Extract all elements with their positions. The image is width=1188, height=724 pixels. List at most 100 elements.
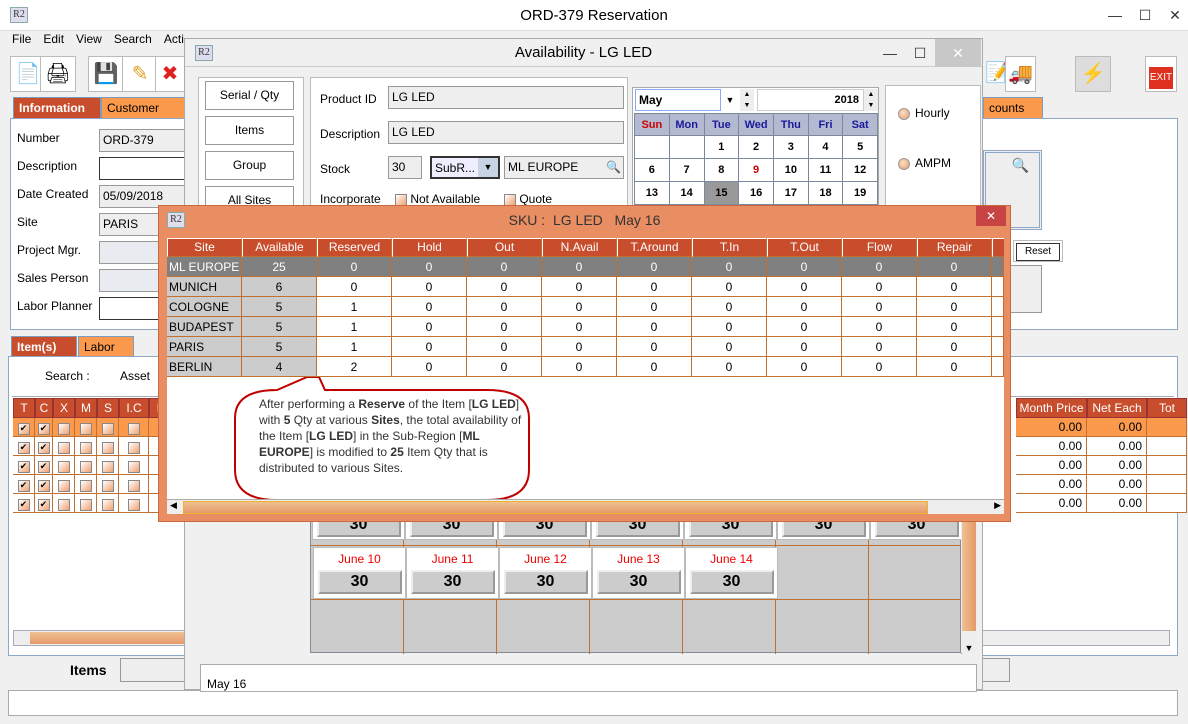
calendar-day[interactable]: 5	[842, 135, 878, 159]
delete-x-icon[interactable]: ✖	[155, 56, 185, 92]
calendar-day[interactable]: 12	[842, 158, 878, 182]
scroll-left-icon[interactable]: ◀	[170, 500, 177, 510]
truck-icon[interactable]: 🚚	[1005, 56, 1036, 92]
description-field[interactable]: LG LED	[388, 121, 624, 144]
minimize-button[interactable]: —	[1108, 7, 1122, 23]
sku-column-header[interactable]: Available	[242, 238, 317, 257]
items-column-header[interactable]: I.C	[119, 398, 149, 418]
sku-column-header[interactable]: T.Around	[617, 238, 692, 257]
search-icon[interactable]: 🔍	[606, 160, 621, 174]
menu-view[interactable]: View	[76, 32, 102, 46]
items-checkbox-cell[interactable]	[119, 437, 149, 456]
sku-column-header[interactable]: T.Out	[767, 238, 842, 257]
search-asset-option[interactable]: Asset	[120, 369, 151, 383]
month-day-cell[interactable]: June 10 30	[313, 547, 406, 599]
calendar-day[interactable]: 18	[807, 181, 844, 205]
month-day-cell[interactable]: June 12 30	[499, 547, 592, 599]
dialog-maximize-button[interactable]: ☐	[913, 45, 927, 61]
number-field[interactable]: ORD-379	[99, 129, 189, 152]
items-column-header[interactable]: T	[13, 398, 35, 418]
calendar-day[interactable]: 7	[668, 158, 705, 182]
menu-edit[interactable]: Edit	[43, 32, 65, 46]
items-checkbox-cell[interactable]	[53, 418, 75, 437]
tab-discounts[interactable]: counts	[983, 97, 1043, 118]
items-checkbox-cell[interactable]	[75, 475, 97, 494]
items-checkbox-cell[interactable]	[119, 475, 149, 494]
calendar-day[interactable]: 4	[807, 135, 844, 159]
scroll-right-icon[interactable]: ▶	[994, 500, 1001, 510]
dialog-close-button[interactable]: ✕	[935, 39, 981, 67]
print-icon[interactable]: 🖨	[40, 56, 76, 92]
calendar-day[interactable]: 8	[703, 158, 740, 182]
dialog-minimize-button[interactable]: —	[883, 45, 897, 61]
calendar-day[interactable]: 1	[703, 135, 740, 159]
calendar-day[interactable]: 3	[772, 135, 809, 159]
items-column-header[interactable]: Tot	[1147, 398, 1187, 418]
save-icon[interactable]: 💾	[88, 56, 124, 92]
sku-column-header[interactable]: Site	[167, 238, 242, 257]
items-checkbox-cell[interactable]	[53, 456, 75, 475]
tab-information[interactable]: Information	[13, 97, 101, 118]
sku-column-header[interactable]: In	[992, 238, 1004, 257]
menu-file[interactable]: File	[12, 32, 32, 46]
sku-column-header[interactable]: N.Avail	[542, 238, 617, 257]
not-available-checkbox[interactable]: Not Available	[395, 192, 480, 206]
month-day-cell[interactable]: June 13 30	[592, 547, 685, 599]
month-vscrollbar[interactable]: ▼	[961, 509, 977, 653]
items-checkbox-cell[interactable]	[97, 456, 119, 475]
edit-pencil-icon[interactable]: ✎	[122, 56, 158, 92]
items-checkbox-cell[interactable]	[119, 456, 149, 475]
items-checkbox-cell[interactable]: ✔	[13, 456, 35, 475]
subregion-field[interactable]: ML EUROPE 🔍	[504, 156, 624, 179]
menu-actions[interactable]: Acti	[163, 32, 184, 46]
calendar-day[interactable]: 13	[634, 181, 670, 205]
month-day-cell[interactable]: June 14 30	[685, 547, 778, 599]
items-checkbox-cell[interactable]	[53, 475, 75, 494]
group-button[interactable]: Group	[205, 151, 294, 180]
items-checkbox-cell[interactable]: ✔	[35, 418, 53, 437]
calendar-day[interactable]: 19	[842, 181, 878, 205]
items-checkbox-cell[interactable]	[119, 418, 149, 437]
items-checkbox-cell[interactable]	[75, 418, 97, 437]
notes-icon[interactable]: 📝	[985, 62, 1010, 84]
items-checkbox-cell[interactable]	[75, 437, 97, 456]
items-column-header[interactable]: X	[53, 398, 75, 418]
sku-column-header[interactable]: Flow	[842, 238, 917, 257]
calendar-day[interactable]: 14	[668, 181, 705, 205]
lightning-icon[interactable]: ⚡	[1075, 56, 1111, 92]
calendar-day[interactable]: 11	[807, 158, 844, 182]
items-column-header[interactable]: M	[75, 398, 97, 418]
items-checkbox-cell[interactable]	[119, 494, 149, 513]
sku-hscrollbar[interactable]: ◀ ▶	[167, 499, 1004, 514]
items-checkbox-cell[interactable]: ✔	[13, 475, 35, 494]
items-checkbox-cell[interactable]: ✔	[35, 437, 53, 456]
items-checkbox-cell[interactable]: ✔	[35, 475, 53, 494]
subregion-select[interactable]: SubR... ▼	[430, 156, 500, 179]
calendar-day[interactable]: 6	[634, 158, 670, 182]
items-checkbox-cell[interactable]	[97, 494, 119, 513]
items-checkbox-cell[interactable]	[97, 437, 119, 456]
month-dropdown-icon[interactable]: ▼	[725, 95, 735, 105]
items-checkbox-cell[interactable]	[97, 418, 119, 437]
items-checkbox-cell[interactable]	[75, 494, 97, 513]
product-id-field[interactable]: LG LED	[388, 86, 624, 109]
exit-button[interactable]: EXIT	[1145, 56, 1177, 92]
sku-column-header[interactable]: Repair	[917, 238, 992, 257]
calendar-day[interactable]: 2	[738, 135, 774, 159]
items-checkbox-cell[interactable]: ✔	[13, 418, 35, 437]
items-checkbox-cell[interactable]	[53, 437, 75, 456]
items-column-header[interactable]: C	[35, 398, 53, 418]
sku-column-header[interactable]: Reserved	[317, 238, 392, 257]
year-field[interactable]: 2018	[757, 89, 864, 111]
items-checkbox-cell[interactable]: ✔	[13, 437, 35, 456]
items-checkbox-cell[interactable]	[53, 494, 75, 513]
sku-close-button[interactable]: ✕	[976, 206, 1006, 226]
ampm-radio[interactable]: AMPM	[898, 156, 951, 170]
close-button[interactable]: ✕	[1169, 7, 1181, 23]
sku-column-header[interactable]: Out	[467, 238, 542, 257]
month-spinner[interactable]: ▲ ▼	[740, 89, 754, 111]
items-checkbox-cell[interactable]	[97, 475, 119, 494]
items-checkbox-cell[interactable]	[75, 456, 97, 475]
reset-button[interactable]: Reset	[1016, 243, 1060, 261]
maximize-button[interactable]: ☐	[1138, 7, 1152, 23]
